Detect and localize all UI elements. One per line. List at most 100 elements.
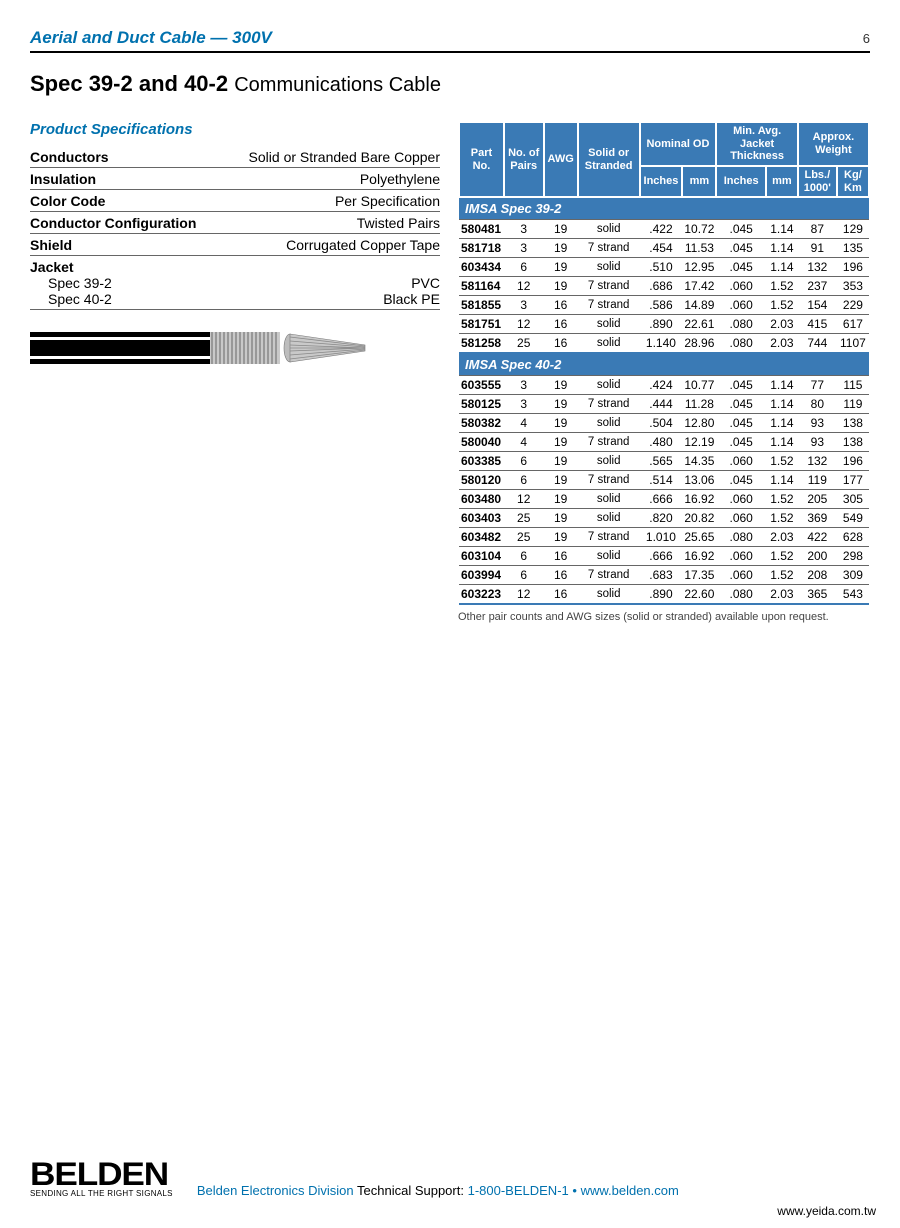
cell-value: 91 bbox=[798, 239, 837, 258]
th-od-in: Inches bbox=[640, 166, 683, 197]
cell-strand: 7 strand bbox=[578, 296, 640, 315]
cell-value: 11.28 bbox=[682, 395, 716, 414]
cell-value: 2.03 bbox=[766, 315, 798, 334]
cell-value: 115 bbox=[837, 376, 869, 395]
table-row: 5817183197 strand.45411.53.0451.1491135 bbox=[459, 239, 869, 258]
footer-division: Belden Electronics Division bbox=[197, 1183, 354, 1198]
spec-table-head: Part No. No. of Pairs AWG Solid or Stran… bbox=[459, 122, 869, 197]
cell-value: 19 bbox=[544, 452, 578, 471]
cell-part-no: 603223 bbox=[459, 585, 504, 605]
cell-strand: 7 strand bbox=[578, 471, 640, 490]
cell-value: 208 bbox=[798, 566, 837, 585]
cell-value: 422 bbox=[798, 528, 837, 547]
cell-value: .045 bbox=[716, 433, 766, 452]
cell-part-no: 580040 bbox=[459, 433, 504, 452]
cell-value: 19 bbox=[544, 277, 578, 296]
cell-strand: solid bbox=[578, 376, 640, 395]
cell-value: 2.03 bbox=[766, 585, 798, 605]
page-number: 6 bbox=[863, 31, 870, 46]
cell-value: 25.65 bbox=[682, 528, 716, 547]
cell-strand: solid bbox=[578, 258, 640, 277]
cell-value: .422 bbox=[640, 220, 683, 239]
cell-value: .514 bbox=[640, 471, 683, 490]
cell-value: .060 bbox=[716, 509, 766, 528]
cell-value: 93 bbox=[798, 433, 837, 452]
cell-value: 3 bbox=[504, 395, 544, 414]
spec-key: Shield bbox=[30, 237, 72, 253]
spec-row: Color CodePer Specification bbox=[30, 190, 440, 212]
th-wt-lbs: Lbs./ 1000' bbox=[798, 166, 837, 197]
cell-value: 353 bbox=[837, 277, 869, 296]
cell-value: 2.03 bbox=[766, 528, 798, 547]
cell-value: 1.52 bbox=[766, 547, 798, 566]
cell-value: 19 bbox=[544, 509, 578, 528]
cell-value: 28.96 bbox=[682, 334, 716, 354]
cell-value: .080 bbox=[716, 528, 766, 547]
cell-value: 10.77 bbox=[682, 376, 716, 395]
th-part: Part No. bbox=[459, 122, 504, 197]
spec-jacket-sub-k: Spec 39-2 bbox=[48, 275, 112, 291]
section-title: Aerial and Duct Cable — 300V bbox=[30, 28, 272, 48]
cell-value: 25 bbox=[504, 528, 544, 547]
cell-value: 11.53 bbox=[682, 239, 716, 258]
cell-value: .060 bbox=[716, 296, 766, 315]
cell-value: 19 bbox=[544, 258, 578, 277]
table-section-header: IMSA Spec 40-2 bbox=[459, 353, 869, 376]
spec-row: Conductor ConfigurationTwisted Pairs bbox=[30, 212, 440, 234]
cell-value: 138 bbox=[837, 414, 869, 433]
cell-value: .080 bbox=[716, 334, 766, 354]
cell-strand: solid bbox=[578, 547, 640, 566]
cell-strand: solid bbox=[578, 585, 640, 605]
cell-value: 1.14 bbox=[766, 239, 798, 258]
cell-strand: 7 strand bbox=[578, 277, 640, 296]
cell-value: 196 bbox=[837, 452, 869, 471]
cell-strand: solid bbox=[578, 509, 640, 528]
th-nominal-od: Nominal OD bbox=[640, 122, 717, 166]
cell-value: 543 bbox=[837, 585, 869, 605]
cell-value: 3 bbox=[504, 376, 544, 395]
cell-value: .045 bbox=[716, 220, 766, 239]
cell-value: .045 bbox=[716, 376, 766, 395]
cell-part-no: 580125 bbox=[459, 395, 504, 414]
cell-value: 22.61 bbox=[682, 315, 716, 334]
spec-jacket-sub: Spec 39-2 PVC bbox=[30, 275, 440, 291]
spec-jacket-sub: Spec 40-2 Black PE bbox=[30, 291, 440, 307]
page-title-light: Communications Cable bbox=[234, 74, 441, 96]
cell-value: 1.52 bbox=[766, 277, 798, 296]
cell-value: 19 bbox=[544, 528, 578, 547]
cell-value: 16 bbox=[544, 547, 578, 566]
cell-value: 6 bbox=[504, 566, 544, 585]
cell-value: 19 bbox=[544, 239, 578, 258]
cell-part-no: 603434 bbox=[459, 258, 504, 277]
spec-key: Conductors bbox=[30, 149, 109, 165]
cell-value: .565 bbox=[640, 452, 683, 471]
footer-sep: • bbox=[572, 1183, 577, 1198]
table-row: 5812582516solid1.14028.96.0802.037441107 bbox=[459, 334, 869, 354]
cell-value: 10.72 bbox=[682, 220, 716, 239]
cell-value: .890 bbox=[640, 585, 683, 605]
table-section-header: IMSA Spec 39-2 bbox=[459, 197, 869, 220]
cell-value: 3 bbox=[504, 220, 544, 239]
cell-value: 16 bbox=[544, 296, 578, 315]
cell-value: .060 bbox=[716, 566, 766, 585]
cell-strand: 7 strand bbox=[578, 528, 640, 547]
cell-value: .666 bbox=[640, 490, 683, 509]
cell-part-no: 580120 bbox=[459, 471, 504, 490]
spec-row-jacket: Jacket Spec 39-2 PVC Spec 40-2 Black PE bbox=[30, 256, 440, 310]
table-row: 6032231216solid.89022.60.0802.03365543 bbox=[459, 585, 869, 605]
product-specs-list: ConductorsSolid or Stranded Bare CopperI… bbox=[30, 146, 440, 310]
cell-value: 16 bbox=[544, 315, 578, 334]
cell-value: .820 bbox=[640, 509, 683, 528]
cell-value: 16 bbox=[544, 585, 578, 605]
cell-value: 6 bbox=[504, 452, 544, 471]
th-jk-in: Inches bbox=[716, 166, 766, 197]
th-jacket: Min. Avg. Jacket Thickness bbox=[716, 122, 797, 166]
brand-logo-text: BELDEN bbox=[30, 1156, 187, 1193]
cell-value: 135 bbox=[837, 239, 869, 258]
cell-part-no: 580382 bbox=[459, 414, 504, 433]
cell-value: .444 bbox=[640, 395, 683, 414]
cell-value: 365 bbox=[798, 585, 837, 605]
cell-value: 132 bbox=[798, 452, 837, 471]
spec-key: Color Code bbox=[30, 193, 105, 209]
cell-value: 19 bbox=[544, 471, 578, 490]
